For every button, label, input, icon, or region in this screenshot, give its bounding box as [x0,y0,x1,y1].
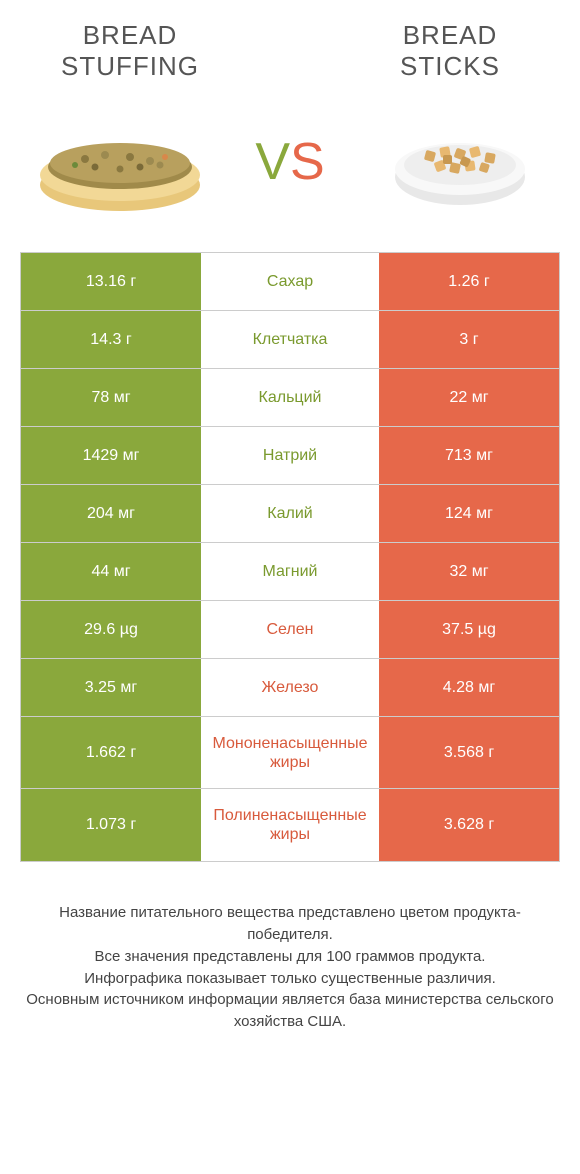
nutrient-label: Железо [201,659,379,716]
value-right: 22 мг [379,369,559,426]
value-left: 14.3 г [21,311,201,368]
vs-s: S [290,133,325,191]
nutrient-label: Кальций [201,369,379,426]
value-left: 78 мг [21,369,201,426]
footer-line: Инфографика показывает только существенн… [20,968,560,990]
vs-row: VS [0,92,580,252]
vs-label: VS [255,136,324,188]
table-row: 78 мгКальций22 мг [21,369,559,427]
table-row: 3.25 мгЖелезо4.28 мг [21,659,559,717]
nutrient-label: Полиненасыщенные жиры [201,789,379,861]
nutrient-label: Калий [201,485,379,542]
value-right: 32 мг [379,543,559,600]
product-a-image [30,102,210,222]
value-left: 44 мг [21,543,201,600]
value-left: 1.662 г [21,717,201,788]
nutrient-label: Сахар [201,253,379,310]
nutrient-label: Магний [201,543,379,600]
value-right: 713 мг [379,427,559,484]
header: BREAD STUFFING BREAD STICKS [0,0,580,92]
table-row: 29.6 µgСелен37.5 µg [21,601,559,659]
value-left: 1.073 г [21,789,201,861]
footer-notes: Название питательного вещества представл… [0,862,580,1063]
value-right: 3.568 г [379,717,559,788]
value-right: 124 мг [379,485,559,542]
value-left: 1429 мг [21,427,201,484]
nutrient-label: Натрий [201,427,379,484]
table-row: 13.16 гСахар1.26 г [21,253,559,311]
value-right: 4.28 мг [379,659,559,716]
value-right: 3 г [379,311,559,368]
breadsticks-icon [385,107,535,217]
value-right: 37.5 µg [379,601,559,658]
value-right: 3.628 г [379,789,559,861]
value-left: 13.16 г [21,253,201,310]
product-b-image [370,102,550,222]
value-right: 1.26 г [379,253,559,310]
nutrient-label: Мононенасыщенные жиры [201,717,379,788]
nutrient-label: Клетчатка [201,311,379,368]
table-row: 204 мгКалий124 мг [21,485,559,543]
table-row: 1.073 гПолиненасыщенные жиры3.628 г [21,789,559,861]
footer-line: Основным источником информации является … [20,989,560,1033]
nutrition-table: 13.16 гСахар1.26 г14.3 гКлетчатка3 г78 м… [20,252,560,862]
value-left: 204 мг [21,485,201,542]
product-a-title: BREAD STUFFING [30,20,230,82]
table-row: 1.662 гМононенасыщенные жиры3.568 г [21,717,559,789]
footer-line: Название питательного вещества представл… [20,902,560,946]
product-b-title: BREAD STICKS [350,20,550,82]
value-left: 3.25 мг [21,659,201,716]
table-row: 44 мгМагний32 мг [21,543,559,601]
vs-v: V [255,133,290,191]
nutrient-label: Селен [201,601,379,658]
table-row: 14.3 гКлетчатка3 г [21,311,559,369]
stuffing-icon [35,107,205,217]
footer-line: Все значения представлены для 100 граммо… [20,946,560,968]
table-row: 1429 мгНатрий713 мг [21,427,559,485]
value-left: 29.6 µg [21,601,201,658]
